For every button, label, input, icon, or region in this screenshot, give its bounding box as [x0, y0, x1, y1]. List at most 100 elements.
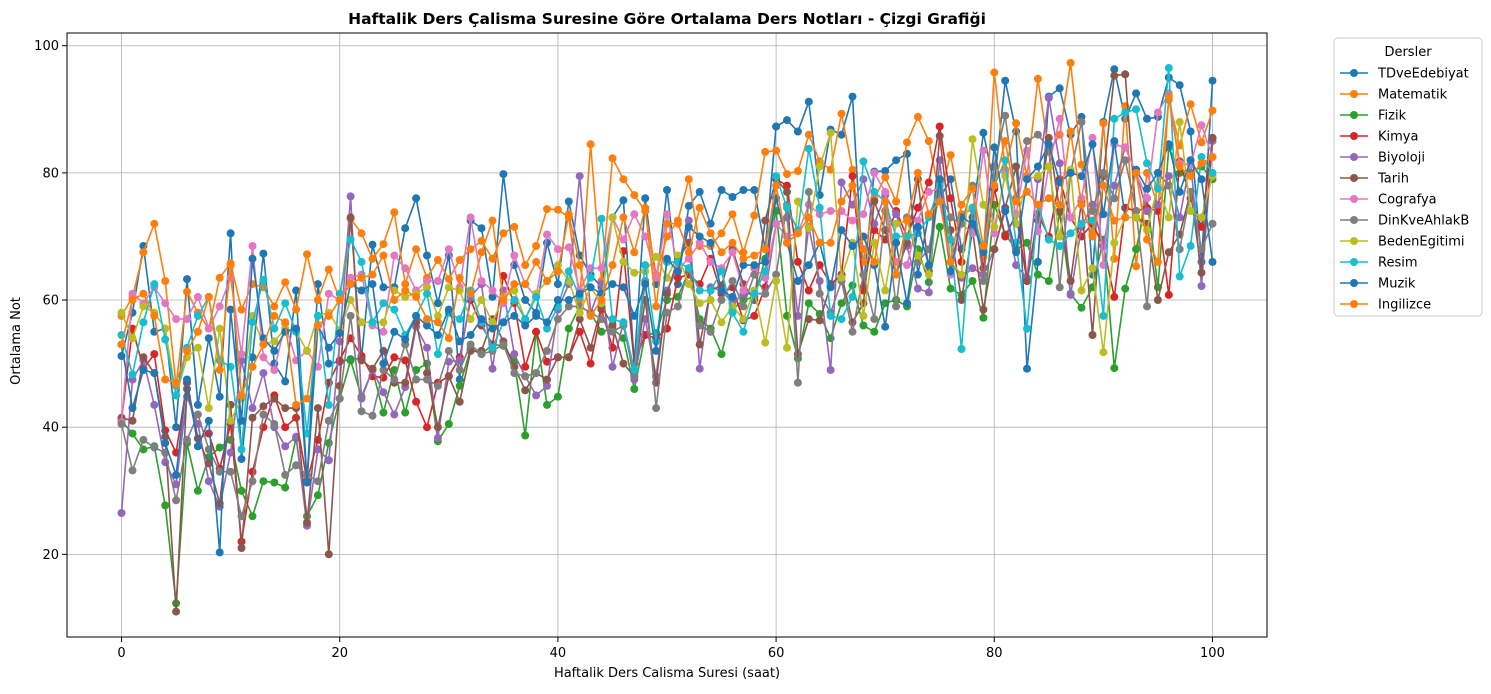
- data-point-dinkveahlakb: [281, 470, 290, 479]
- data-point-resim: [510, 296, 519, 304]
- data-point-fizik: [935, 222, 944, 231]
- data-point-bedenegitimi: [444, 283, 453, 292]
- data-point-dinkveahlakb: [1143, 302, 1151, 311]
- legend-swatch-marker: [1350, 90, 1358, 98]
- data-point-muzik: [183, 375, 191, 384]
- series-group: [117, 58, 1217, 616]
- data-point-dinkveahlakb: [346, 311, 355, 320]
- data-point-matematik: [619, 175, 628, 184]
- data-point-matematik: [357, 229, 366, 238]
- data-point-kimya: [793, 257, 802, 266]
- data-point-fizik: [1121, 284, 1130, 293]
- data-point-matematik: [466, 245, 475, 254]
- data-point-dinkveahlakb: [979, 277, 988, 285]
- data-point-biyoloji: [1044, 93, 1053, 102]
- data-point-ingilizce: [815, 238, 824, 247]
- data-point-resim: [608, 315, 617, 324]
- data-point-ingilizce: [1197, 159, 1206, 168]
- data-point-ingilizce: [935, 197, 944, 206]
- data-point-muzik: [1175, 187, 1184, 196]
- legend-items: TDveEdebiyat Matematik Fizik Kimya Biyoloji T…: [1340, 67, 1469, 313]
- data-point-tdveedebiyat: [1023, 364, 1031, 373]
- data-point-muzik: [684, 222, 693, 231]
- data-point-matematik: [1197, 138, 1206, 147]
- data-point-muzik: [521, 321, 530, 330]
- data-point-cografya: [1055, 114, 1064, 123]
- data-point-cografya: [543, 230, 551, 239]
- data-point-matematik: [946, 151, 955, 160]
- data-point-biyoloji: [968, 264, 977, 273]
- data-point-dinkveahlakb: [728, 277, 737, 285]
- data-point-dinkveahlakb: [1197, 245, 1206, 254]
- data-point-muzik: [390, 327, 399, 336]
- data-point-tarih: [793, 350, 802, 359]
- data-point-matematik: [1099, 119, 1108, 128]
- legend-swatch-marker: [1350, 300, 1358, 308]
- data-point-matematik: [892, 197, 901, 206]
- data-point-muzik: [903, 299, 911, 308]
- data-point-bedenegitimi: [619, 257, 628, 266]
- data-point-tarih: [543, 375, 551, 384]
- data-point-resim: [870, 187, 879, 196]
- y-tick-label: 40: [42, 421, 59, 436]
- data-point-muzik: [586, 283, 595, 292]
- data-point-dinkveahlakb: [1055, 283, 1064, 292]
- data-point-muzik: [728, 292, 737, 301]
- data-point-matematik: [717, 229, 726, 238]
- legend-title: Dersler: [1384, 45, 1432, 60]
- legend-swatch-marker: [1350, 195, 1358, 203]
- legend-label: TDveEdebiyat: [1377, 67, 1469, 82]
- data-point-muzik: [488, 324, 497, 333]
- data-point-ingilizce: [1088, 232, 1097, 241]
- data-point-resim: [1164, 64, 1173, 72]
- data-point-resim: [324, 400, 333, 409]
- data-point-bedenegitimi: [477, 296, 486, 304]
- data-point-muzik: [215, 548, 224, 557]
- data-point-resim: [248, 318, 257, 327]
- data-point-dinkveahlakb: [1110, 194, 1119, 203]
- data-point-fizik: [870, 327, 879, 336]
- data-point-fizik: [270, 478, 279, 487]
- data-point-ingilizce: [150, 311, 159, 320]
- data-point-muzik: [630, 311, 639, 320]
- data-point-fizik: [1077, 303, 1086, 312]
- data-point-ingilizce: [1077, 200, 1086, 209]
- data-point-muzik: [619, 283, 628, 292]
- data-point-cografya: [1153, 108, 1162, 117]
- data-point-matematik: [750, 211, 759, 220]
- data-point-matematik: [139, 248, 148, 257]
- data-point-dinkveahlakb: [117, 420, 126, 428]
- data-point-muzik: [248, 254, 257, 263]
- data-point-bedenegitimi: [608, 213, 617, 222]
- data-point-dinkveahlakb: [455, 366, 464, 374]
- data-point-fizik: [193, 486, 202, 495]
- data-point-dinkveahlakb: [1132, 207, 1141, 215]
- data-point-muzik: [423, 321, 431, 330]
- data-point-fizik: [924, 278, 933, 287]
- data-point-tarih: [979, 305, 988, 314]
- data-point-dinkveahlakb: [423, 375, 431, 384]
- data-point-fizik: [1132, 245, 1141, 254]
- data-point-dinkveahlakb: [870, 315, 879, 324]
- data-point-ingilizce: [859, 245, 868, 254]
- data-point-ingilizce: [968, 184, 977, 193]
- data-point-resim: [695, 286, 704, 295]
- data-point-resim: [1208, 168, 1217, 177]
- data-point-cografya: [859, 210, 868, 219]
- data-point-muzik: [575, 289, 584, 298]
- data-point-bedenegitimi: [379, 318, 388, 327]
- data-point-ingilizce: [870, 257, 879, 266]
- data-point-ingilizce: [750, 251, 759, 260]
- data-point-fizik: [630, 385, 639, 393]
- data-point-muzik: [1033, 162, 1042, 171]
- data-point-tdveedebiyat: [1033, 257, 1042, 266]
- data-point-matematik: [924, 137, 933, 146]
- data-point-cografya: [641, 232, 650, 241]
- data-point-ingilizce: [663, 219, 671, 228]
- legend-item-tarih: Tarih: [1340, 172, 1409, 187]
- data-point-dinkveahlakb: [1001, 111, 1010, 120]
- data-point-tdveedebiyat: [837, 130, 846, 139]
- legend-item-muzik: Muzik: [1340, 277, 1416, 292]
- data-point-ingilizce: [204, 292, 213, 301]
- data-point-resim: [139, 318, 148, 327]
